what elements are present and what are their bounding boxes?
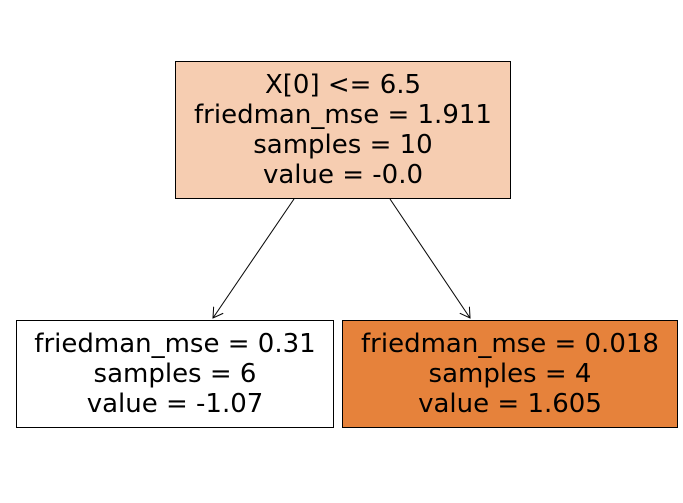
tree-node-root: X[0] <= 6.5 friedman_mse = 1.911 samples…: [175, 61, 511, 199]
node-root-value: value = -0.0: [262, 160, 424, 190]
node-root-samples: samples = 10: [253, 130, 433, 160]
node-root-split-rule: X[0] <= 6.5: [264, 70, 422, 100]
node-left-samples: samples = 6: [93, 359, 257, 389]
node-right-mse: friedman_mse = 0.018: [361, 329, 659, 359]
tree-node-left-leaf: friedman_mse = 0.31 samples = 6 value = …: [16, 320, 334, 428]
edge-root-to-right: [389, 198, 470, 318]
edge-root-to-left: [213, 198, 295, 318]
node-right-value: value = 1.605: [418, 389, 602, 419]
node-right-samples: samples = 4: [428, 359, 592, 389]
node-left-value: value = -1.07: [86, 389, 264, 419]
node-root-mse: friedman_mse = 1.911: [194, 100, 492, 130]
node-left-mse: friedman_mse = 0.31: [34, 329, 316, 359]
tree-node-right-leaf: friedman_mse = 0.018 samples = 4 value =…: [342, 320, 678, 428]
